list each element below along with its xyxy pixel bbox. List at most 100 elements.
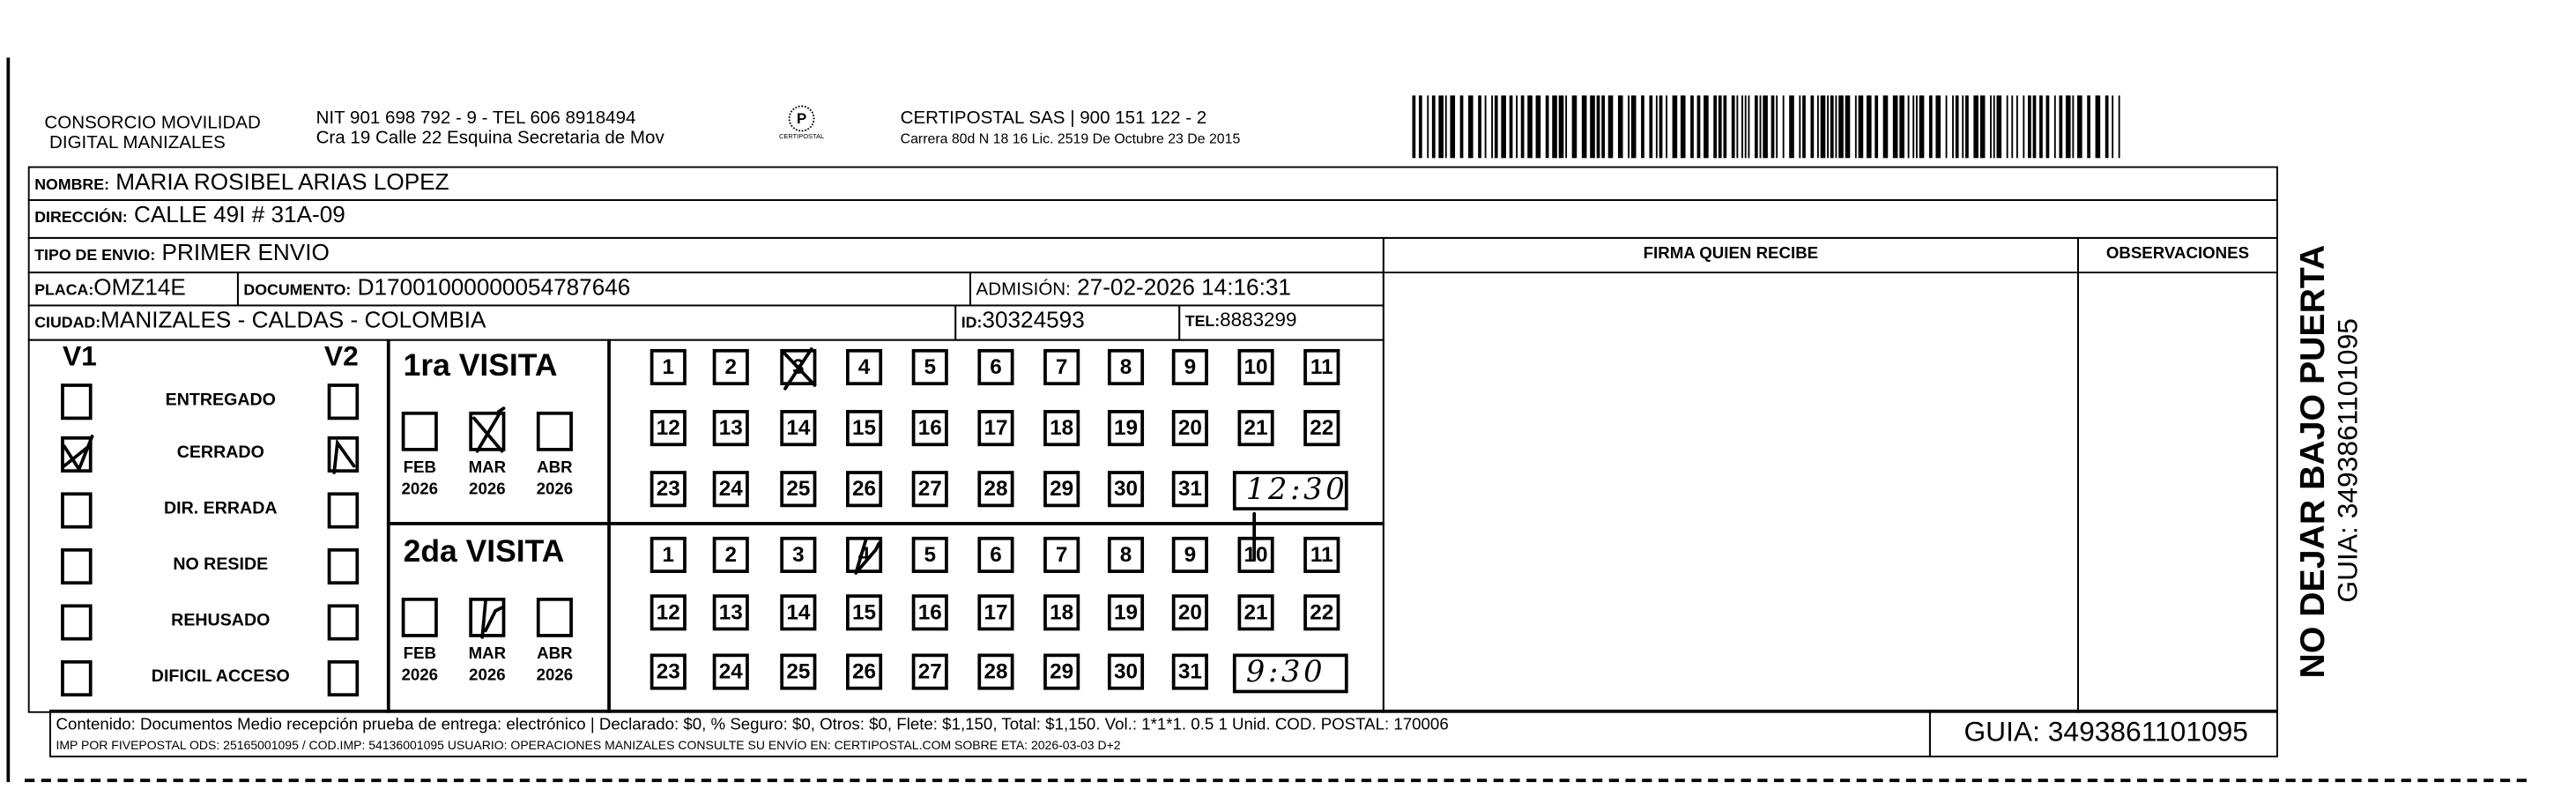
day-checkbox[interactable]: 28	[977, 471, 1014, 508]
day-checkbox[interactable]: 18	[1043, 594, 1080, 631]
day-checkbox[interactable]: 25	[780, 653, 817, 690]
v1-checkbox[interactable]	[61, 492, 93, 529]
day-checkbox[interactable]: 3	[780, 536, 817, 573]
day-checkbox[interactable]: 26	[845, 653, 883, 690]
day-checkbox[interactable]: 31	[1171, 471, 1208, 508]
day-checkbox[interactable]: 8	[1107, 536, 1145, 573]
barcode-bar	[2077, 95, 2082, 159]
day-checkbox[interactable]: 9	[1171, 348, 1208, 386]
divider	[607, 339, 610, 713]
day-checkbox[interactable]: 30	[1107, 653, 1145, 690]
day-checkbox[interactable]: 2	[712, 536, 749, 573]
month-checkbox[interactable]	[401, 411, 438, 451]
day-checkbox[interactable]: 6	[977, 348, 1014, 386]
day-checkbox[interactable]: 12	[650, 594, 687, 631]
day-checkbox[interactable]: 25	[780, 471, 817, 508]
day-checkbox[interactable]: 31	[1171, 653, 1208, 690]
day-checkbox[interactable]: 26	[845, 471, 883, 508]
day-checkbox[interactable]: 30	[1107, 471, 1145, 508]
day-checkbox[interactable]: 22	[1303, 594, 1340, 631]
day-checkbox[interactable]: 27	[911, 653, 948, 690]
month-label: ABR 2026	[530, 458, 579, 501]
day-checkbox[interactable]: 7	[1043, 348, 1080, 386]
day-checkbox[interactable]: 29	[1043, 471, 1080, 508]
day-checkbox[interactable]: 19	[1107, 410, 1145, 447]
v1-label: V1	[62, 340, 97, 373]
day-checkbox[interactable]: 21	[1237, 410, 1274, 447]
day-checkbox[interactable]: 16	[911, 410, 948, 447]
day-checkbox[interactable]: 28	[977, 653, 1014, 690]
month-checkbox[interactable]	[401, 597, 438, 637]
tel-cell: TEL:8883299	[1178, 304, 1385, 341]
barcode-bar	[1993, 95, 1995, 159]
month-checkbox[interactable]	[469, 597, 506, 637]
v2-checkbox[interactable]	[327, 383, 360, 421]
day-checkbox[interactable]: 20	[1171, 594, 1208, 631]
time-box[interactable]: 12:30	[1232, 471, 1348, 510]
barcode-bar	[1590, 95, 1595, 159]
barcode-bar	[1962, 95, 1964, 159]
day-checkbox[interactable]: 9	[1171, 536, 1208, 573]
day-checkbox[interactable]: 24	[712, 653, 749, 690]
day-checkbox[interactable]: 1	[650, 536, 687, 573]
month-label: FEB 2026	[395, 458, 444, 501]
day-checkbox[interactable]: 19	[1107, 594, 1145, 631]
day-checkbox[interactable]: 22	[1303, 410, 1340, 447]
day-checkbox[interactable]: 23	[650, 471, 687, 508]
v1-checkbox[interactable]	[61, 604, 93, 641]
day-checkbox[interactable]: 15	[845, 594, 883, 631]
v1-checkbox[interactable]	[61, 659, 93, 697]
day-checkbox[interactable]: 21	[1237, 594, 1274, 631]
day-checkbox[interactable]: 7	[1043, 536, 1080, 573]
month-checkbox[interactable]	[536, 411, 573, 451]
observaciones-area[interactable]: OBSERVACIONES	[2077, 236, 2278, 713]
footer-guia: GUIA: 3493861101095	[1928, 709, 2278, 758]
day-checkbox[interactable]: 13	[712, 594, 749, 631]
day-checkbox[interactable]: 8	[1107, 348, 1145, 386]
day-checkbox[interactable]: 14	[780, 410, 817, 447]
day-checkbox[interactable]: 27	[911, 471, 948, 508]
day-checkbox[interactable]: 4	[845, 348, 883, 386]
barcode	[1412, 95, 2123, 159]
day-checkbox[interactable]: 15	[845, 410, 883, 447]
barcode-bar	[1748, 95, 1750, 159]
month-check-mark	[472, 406, 506, 453]
day-checkbox[interactable]: 5	[911, 348, 948, 386]
barcode-bar	[1535, 95, 1541, 159]
day-checkbox[interactable]: 23	[650, 653, 687, 690]
day-checkbox[interactable]: 24	[712, 471, 749, 508]
day-checkbox[interactable]: 16	[911, 594, 948, 631]
time-box[interactable]: 9:30	[1232, 653, 1348, 694]
day-checkbox[interactable]: 2	[712, 348, 749, 386]
day-checkbox[interactable]: 20	[1171, 410, 1208, 447]
day-checkbox[interactable]: 10	[1237, 348, 1274, 386]
v2-checkbox[interactable]	[327, 604, 360, 641]
day-checkbox[interactable]: 13	[712, 410, 749, 447]
carrier-name: CERTIPOSTAL SAS | 900 151 122 - 2	[900, 108, 1207, 129]
v2-checkbox[interactable]	[327, 659, 360, 697]
day-checkbox[interactable]: 18	[1043, 410, 1080, 447]
day-checkbox[interactable]: 17	[977, 594, 1014, 631]
status-label: REHUSADO	[171, 610, 271, 631]
day-checkbox[interactable]: 11	[1303, 348, 1340, 386]
day-checkbox[interactable]: 6	[977, 536, 1014, 573]
v2-checkbox[interactable]	[327, 492, 360, 529]
day-checkbox[interactable]: 17	[977, 410, 1014, 447]
ciudad-value: MANIZALES - CALDAS - COLOMBIA	[100, 306, 486, 333]
firma-area[interactable]: FIRMA QUIEN RECIBE	[1382, 236, 2079, 713]
day-checkbox[interactable]: 1	[650, 348, 687, 386]
day-checkbox[interactable]: 11	[1303, 536, 1340, 573]
barcode-bar	[1438, 95, 1444, 159]
barcode-bar	[2016, 95, 2018, 159]
v1-checkbox[interactable]	[61, 383, 93, 421]
direccion-row: DIRECCIÓN: CALLE 49I # 31A-09	[27, 198, 2278, 239]
day-checkbox[interactable]: 14	[780, 594, 817, 631]
month-checkbox[interactable]	[536, 597, 573, 637]
barcode-bar	[1596, 95, 1600, 159]
barcode-bar	[1516, 95, 1518, 159]
day-checkbox[interactable]: 29	[1043, 653, 1080, 690]
day-checkbox[interactable]: 5	[911, 536, 948, 573]
v2-checkbox[interactable]	[327, 547, 360, 585]
v1-checkbox[interactable]	[61, 547, 93, 585]
day-checkbox[interactable]: 12	[650, 410, 687, 447]
